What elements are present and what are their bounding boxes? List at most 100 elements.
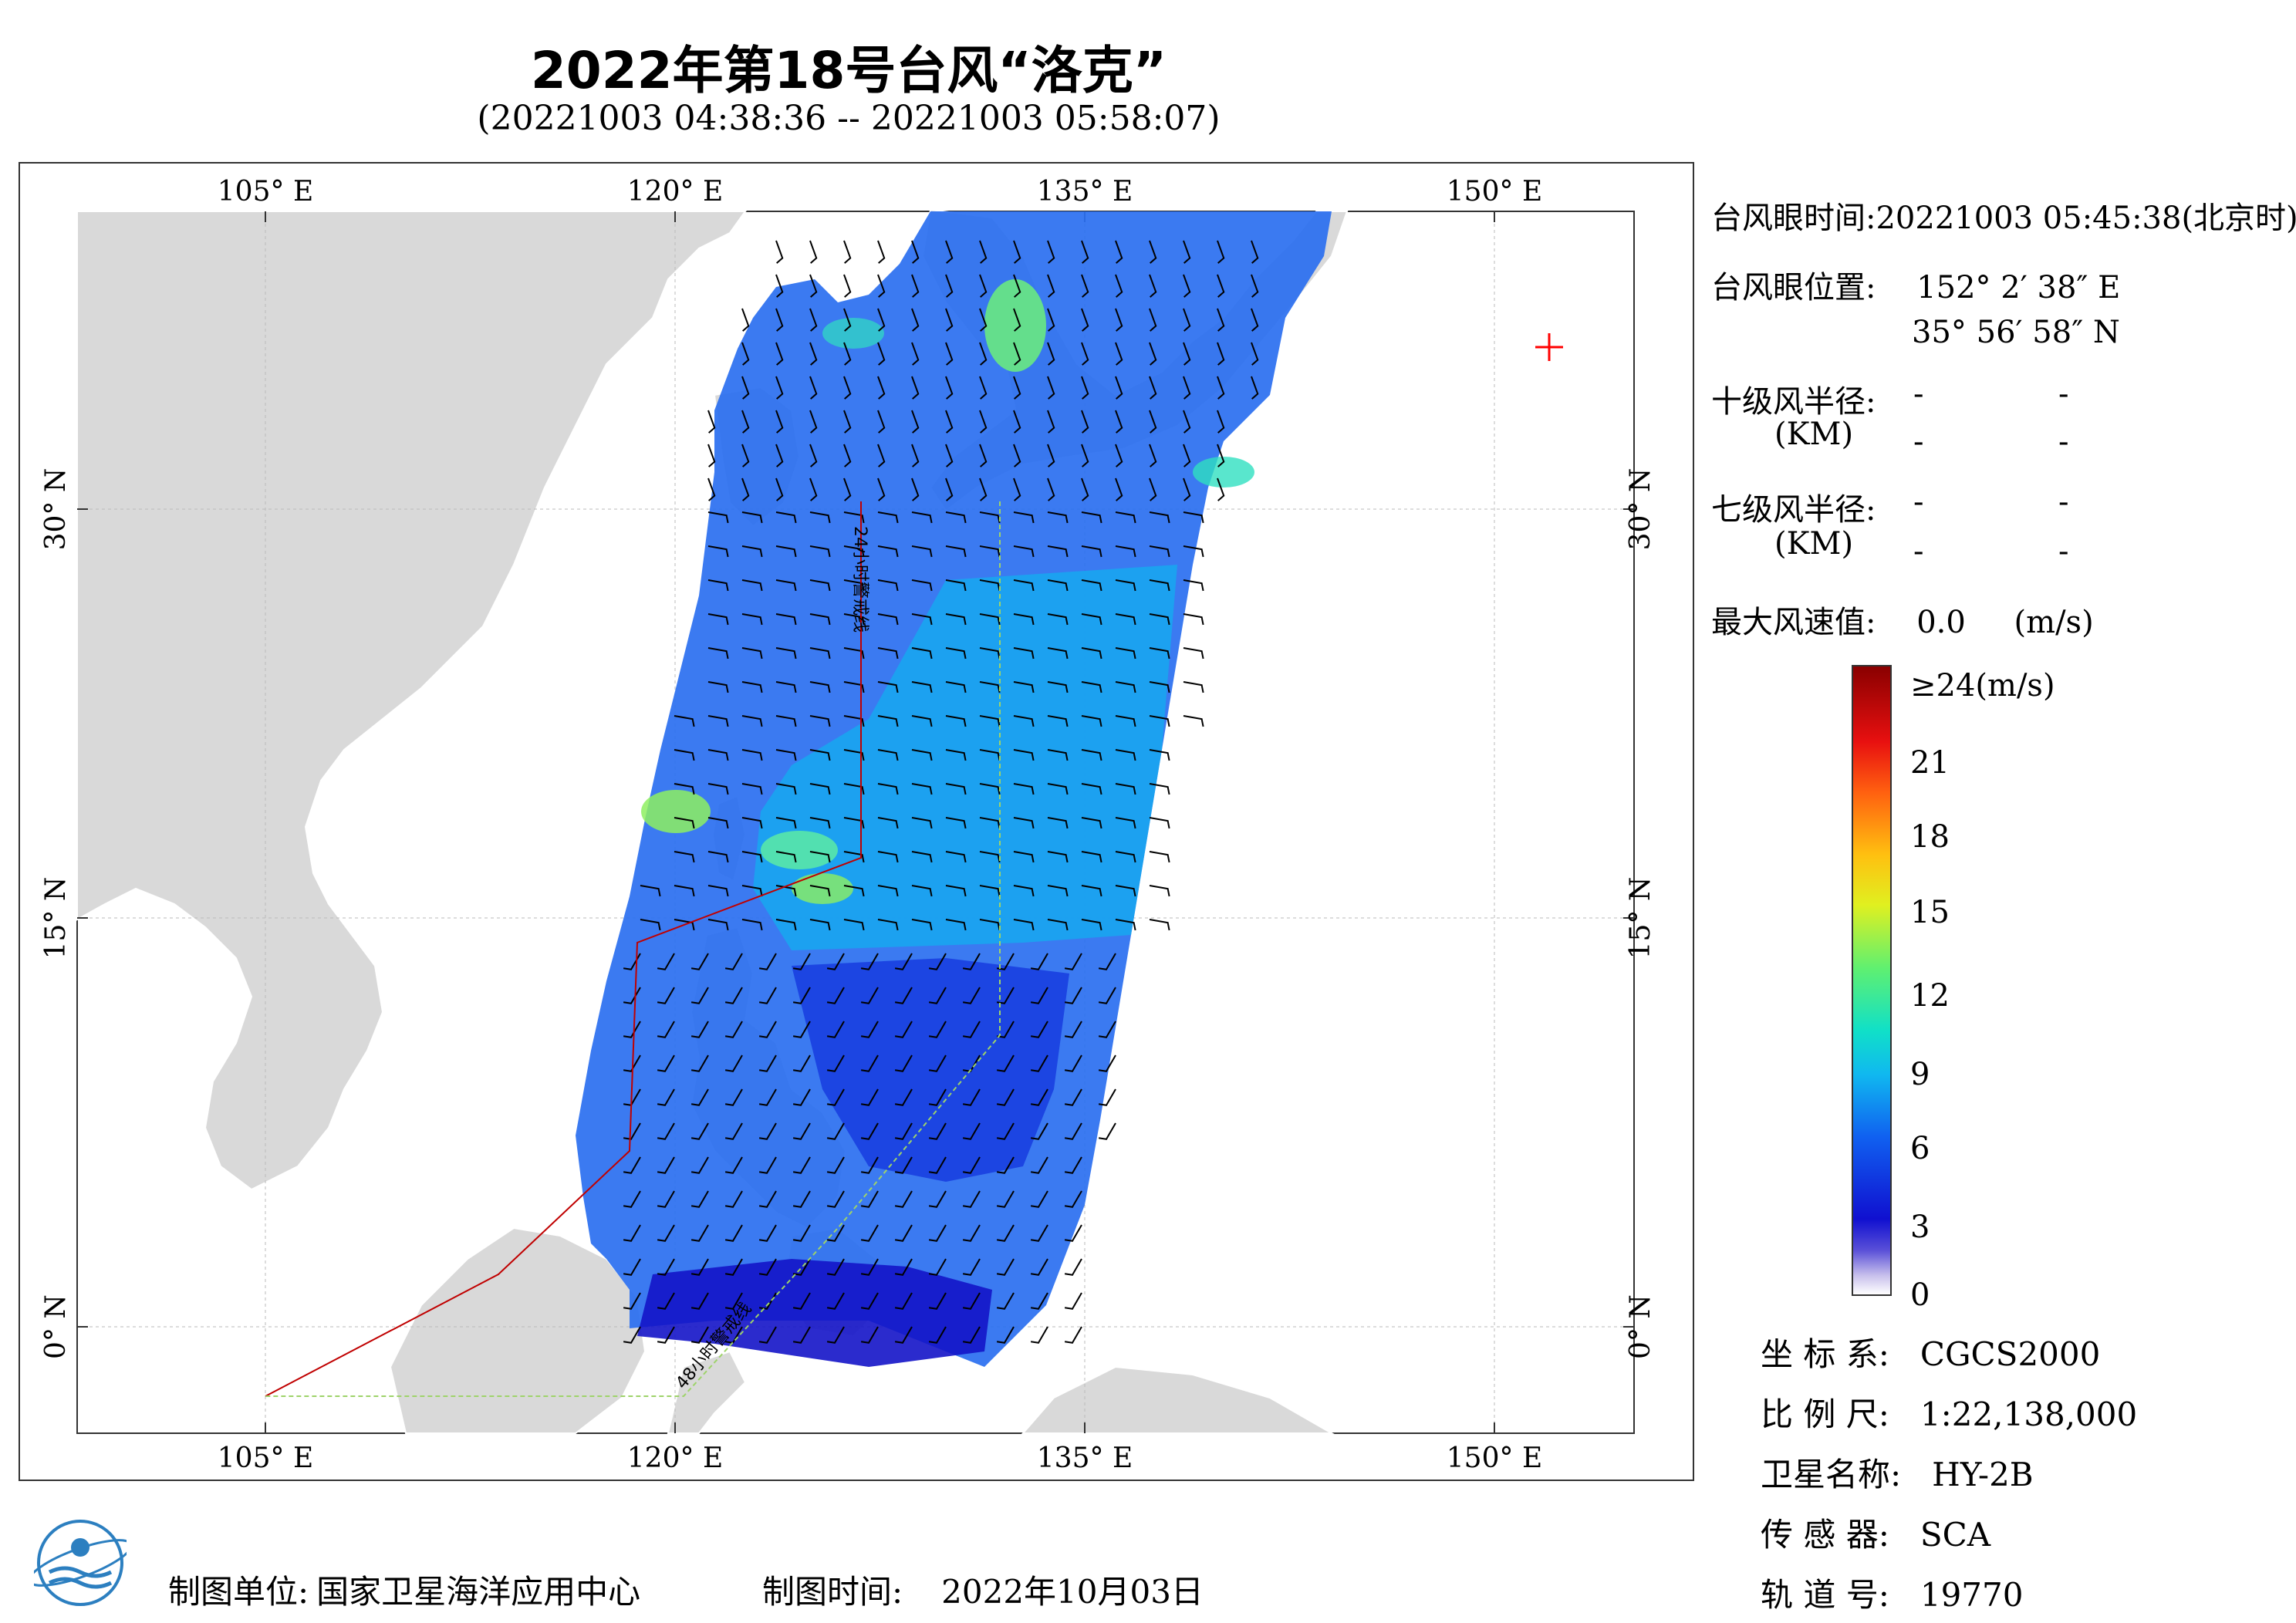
wind-barb: [1098, 1054, 1116, 1072]
wind-barb: [1115, 715, 1136, 727]
wind-barb: [962, 1326, 981, 1344]
wind-barb: [741, 308, 750, 332]
wind-barb: [911, 308, 920, 332]
wind-barb: [657, 1156, 675, 1174]
wind-barb: [741, 715, 763, 727]
wind-barb: [707, 783, 729, 795]
wind-barb: [707, 511, 729, 524]
wind-barb: [1081, 647, 1102, 660]
wind-barb: [1081, 817, 1102, 829]
wind-barb: [843, 817, 865, 829]
lon-label-top-105: 105° E: [218, 176, 313, 208]
wind-barb: [962, 1156, 981, 1174]
wind-barb: [1030, 1088, 1048, 1106]
wind-barb: [945, 715, 967, 727]
wind-barb: [741, 783, 763, 795]
wind-barb: [1030, 1054, 1048, 1072]
wind-barb: [724, 1122, 743, 1140]
wind-barb: [979, 274, 988, 298]
wind-speed-colorbar: [1852, 665, 1892, 1296]
wind-barb: [657, 987, 675, 1004]
wind-barb: [724, 1258, 743, 1276]
wind-barb: [707, 647, 729, 660]
wind-barb: [792, 1292, 811, 1310]
wind-barb: [1115, 477, 1123, 501]
warning-line-24h: [265, 501, 862, 1397]
wind-barb: [1081, 715, 1102, 727]
wind-barb: [741, 919, 763, 931]
wind-barb: [843, 715, 865, 727]
wind-barb: [1081, 477, 1089, 501]
r7-dash-4: -: [2058, 534, 2069, 569]
wind-barb: [792, 1190, 811, 1208]
typhoon-eye-marker[interactable]: [1535, 333, 1563, 361]
wind-barb: [979, 647, 1001, 660]
wind-barb: [1030, 987, 1048, 1004]
wind-barb: [1013, 342, 1021, 366]
map-frame: 24小时警戒线 48小时警戒线 105° E 120° E 135° E 150…: [19, 162, 1694, 1481]
wind-barb: [860, 1054, 879, 1072]
wind-barb: [843, 274, 852, 298]
wind-barb: [741, 647, 763, 660]
wind-barb: [945, 342, 954, 366]
wind-barb: [1047, 545, 1069, 558]
wind-barb: [809, 477, 818, 501]
wind-barb: [826, 1021, 845, 1038]
wind-barb: [877, 410, 886, 434]
wind-barb: [707, 444, 716, 467]
wind-barb: [1081, 444, 1089, 467]
lat-label-right-15: 15° N: [1625, 877, 1656, 960]
wind-barb: [1217, 240, 1225, 264]
wind-barb: [809, 579, 831, 592]
wind-barb: [826, 1326, 845, 1344]
wind-barb: [843, 308, 852, 332]
max-wind-unit: (m/s): [2014, 605, 2094, 640]
lon-label-top-120: 120° E: [627, 176, 723, 208]
wind-barb: [877, 579, 899, 592]
wind-barb: [911, 647, 933, 660]
wind-barb: [979, 885, 1001, 897]
wind-barb: [1115, 545, 1136, 558]
wind-barb: [1183, 342, 1191, 366]
wind-barb: [775, 274, 784, 298]
wind-barb: [1030, 1292, 1048, 1310]
map-subtitle: (20221003 04:38:36 -- 20221003 05:58:07): [477, 99, 1221, 138]
wind-barb: [690, 1054, 709, 1072]
wind-barb: [775, 783, 797, 795]
wind-barb: [1013, 240, 1021, 264]
wind-barb: [911, 681, 933, 693]
wind-barb: [741, 477, 750, 501]
wind-barb: [1047, 817, 1069, 829]
wind-barb: [1115, 240, 1123, 264]
wind-barb: [1149, 681, 1170, 693]
wind-barb: [792, 1021, 811, 1038]
wind-barb: [809, 851, 831, 863]
wind-barb: [775, 851, 797, 863]
wind-barb: [843, 545, 865, 558]
wind-field-map[interactable]: 24小时警戒线 48小时警戒线 105° E 120° E 135° E 150…: [20, 164, 1693, 1480]
wind-barb: [843, 919, 865, 931]
wind-barb: [1030, 953, 1048, 970]
wind-barb: [979, 376, 988, 400]
wind-barb: [623, 1156, 641, 1174]
wind-barb: [894, 1122, 913, 1140]
wind-barb: [1064, 1224, 1082, 1242]
wind-barb: [911, 817, 933, 829]
wind-barb: [1013, 376, 1021, 400]
wind-barb: [1149, 885, 1170, 897]
wind-barb: [996, 987, 1015, 1004]
wind-barb: [1115, 613, 1136, 626]
colorbar-tick-24: ≥24(m/s): [1910, 668, 2055, 704]
wind-barb: [690, 1258, 709, 1276]
wind-barb: [860, 1258, 879, 1276]
wind-barb: [1081, 749, 1102, 761]
colorbar-tick-12: 12: [1910, 978, 1950, 1014]
wind-barb: [1030, 1326, 1048, 1344]
wind-barb: [894, 1190, 913, 1208]
scale-label: 比 例 尺:: [1761, 1395, 1889, 1433]
wind-barb: [1115, 410, 1123, 434]
wind-barb: [860, 1021, 879, 1038]
wind-barb: [775, 376, 784, 400]
wind-barb: [792, 1224, 811, 1242]
wind-barb: [1064, 1122, 1082, 1140]
